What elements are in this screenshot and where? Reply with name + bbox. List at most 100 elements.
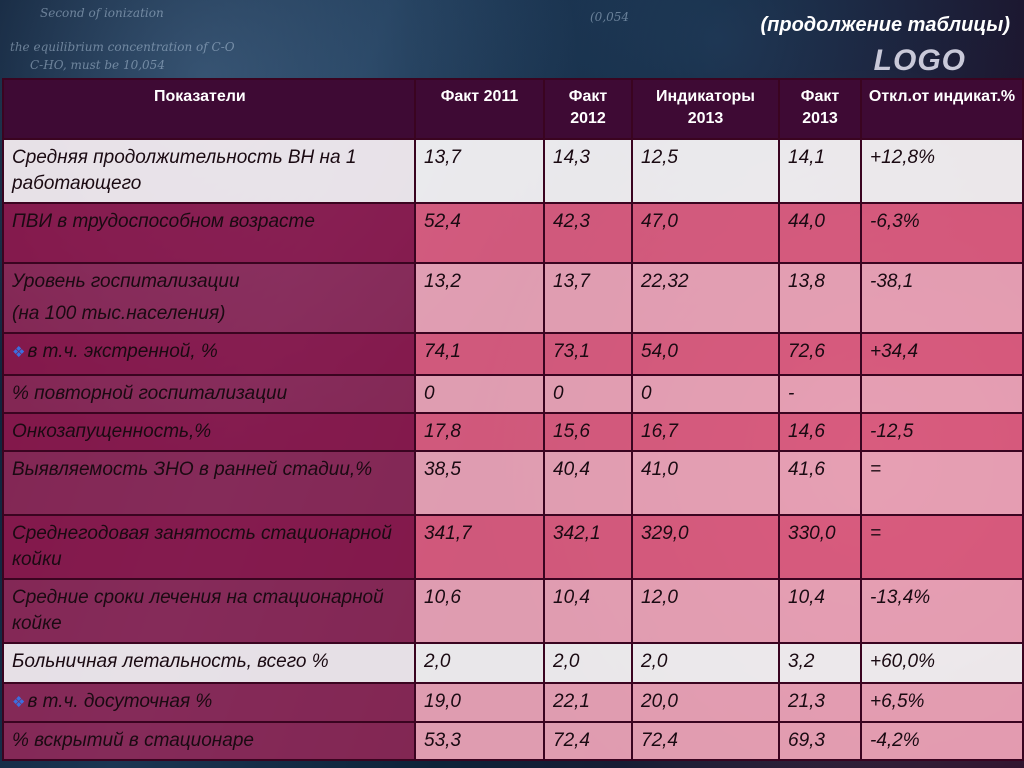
value-cell-deviation: -4,2% [860,721,1024,761]
value-cell-fact2013: 3,2 [778,642,862,684]
value-cell-fact2012: 2,0 [543,642,633,684]
slide-subtitle: (продолжение таблицы) [760,14,1010,36]
indicator-cell: Средняя продолжительность ВН на 1 работа… [2,138,416,204]
diamond-bullet-icon: ❖ [12,694,26,711]
column-header: Факт 2012 [543,78,633,140]
indicator-label: % вскрытий в стационаре [12,730,254,751]
value-cell-target2013: 20,0 [631,682,780,723]
value-cell-fact2011: 38,5 [414,450,545,516]
value-cell-target2013: 41,0 [631,450,780,516]
table-row: Уровень госпитализации (на 100 тыс.населе… [2,262,1024,334]
value-cell-fact2011: 19,0 [414,682,545,723]
indicator-label: Уровень госпитализации [12,271,240,292]
indicator-cell: % повторной госпитализации [2,374,416,414]
indicator-cell: Онкозапущенность,% [2,412,416,452]
indicator-cell: Средние сроки лечения на стационарной ко… [2,578,416,644]
value-cell-target2013: 2,0 [631,642,780,684]
value-cell-fact2011: 13,2 [414,262,545,334]
value-cell-deviation [860,374,1024,414]
value-cell-fact2013: 14,6 [778,412,862,452]
table-row: Среднегодовая занятость стационарной кой… [2,514,1024,580]
value-cell-fact2013: 330,0 [778,514,862,580]
value-cell-target2013: 12,5 [631,138,780,204]
column-header: Показатели [2,78,416,140]
indicator-label: Больничная летальность, всего % [12,651,329,672]
value-cell-fact2013: 14,1 [778,138,862,204]
diamond-bullet-icon: ❖ [12,344,26,361]
indicator-label: в т.ч. экстренной, % [27,341,218,362]
background-formula: (0,054 [590,10,630,24]
value-cell-fact2013: 44,0 [778,202,862,264]
value-cell-target2013: 16,7 [631,412,780,452]
value-cell-fact2013: 69,3 [778,721,862,761]
value-cell-target2013: 0 [631,374,780,414]
column-header: Индикаторы 2013 [631,78,780,140]
background-formula: Second of ionization [40,6,164,20]
indicator-cell: Среднегодовая занятость стационарной кой… [2,514,416,580]
value-cell-fact2012: 72,4 [543,721,633,761]
table-row: Средние сроки лечения на стационарной ко… [2,578,1024,644]
background-formula: the equilibrium concentration of C-O [10,40,235,54]
value-cell-target2013: 329,0 [631,514,780,580]
value-cell-deviation: +12,8% [860,138,1024,204]
table-row: ❖ в т.ч. экстренной, % 74,1 73,1 54,0 72,6 +34… [2,332,1024,376]
column-header: Факт 2011 [414,78,545,140]
value-cell-deviation: = [860,514,1024,580]
value-cell-fact2011: 341,7 [414,514,545,580]
table-header-row: Показатели Факт 2011 Факт 2012 Индикатор… [2,78,1024,140]
indicator-cell: Больничная летальность, всего % [2,642,416,684]
indicator-label: % повторной госпитализации [12,383,288,404]
table-row: ПВИ в трудоспособном возрасте 52,4 42,3 47,… [2,202,1024,264]
value-cell-fact2012: 42,3 [543,202,633,264]
value-cell-fact2012: 0 [543,374,633,414]
table-row: % вскрытий в стационаре 53,3 72,4 72,4 69,3-… [2,721,1024,761]
value-cell-fact2011: 53,3 [414,721,545,761]
value-cell-target2013: 12,0 [631,578,780,644]
value-cell-deviation: +6,5% [860,682,1024,723]
table-row: Больничная летальность, всего % 2,0 2,0 2,0… [2,642,1024,684]
value-cell-deviation: +34,4 [860,332,1024,376]
indicator-cell: ❖ в т.ч. экстренной, % [2,332,416,376]
value-cell-fact2011: 2,0 [414,642,545,684]
table-row: % повторной госпитализации 0 0 0- [2,374,1024,414]
indicator-label: в т.ч. досуточная % [27,691,213,712]
logo: LOGO [873,44,966,77]
indicator-cell: Уровень госпитализации (на 100 тыс.населе… [2,262,416,334]
indicator-label: Среднегодовая занятость стационарной кой… [12,523,392,570]
value-cell-fact2011: 17,8 [414,412,545,452]
indicator-label: Онкозапущенность,% [12,421,212,442]
table-row: ❖ в т.ч. досуточная % 19,0 22,1 20,0 21,3 +6,5… [2,682,1024,723]
indicators-table: Показатели Факт 2011 Факт 2012 Индикатор… [2,78,1024,761]
value-cell-fact2013: 10,4 [778,578,862,644]
value-cell-deviation: -6,3% [860,202,1024,264]
indicator-label: Средняя продолжительность ВН на 1 работа… [12,147,357,194]
value-cell-target2013: 22,32 [631,262,780,334]
table-row: Выявляемость ЗНО в ранней стадии,% 38,5 40… [2,450,1024,516]
value-cell-fact2011: 0 [414,374,545,414]
indicator-label: Выявляемость ЗНО в ранней стадии,% [12,459,373,480]
value-cell-fact2012: 73,1 [543,332,633,376]
value-cell-deviation: -12,5 [860,412,1024,452]
value-cell-target2013: 72,4 [631,721,780,761]
value-cell-fact2011: 74,1 [414,332,545,376]
value-cell-deviation: -38,1 [860,262,1024,334]
value-cell-deviation: = [860,450,1024,516]
value-cell-target2013: 54,0 [631,332,780,376]
value-cell-fact2012: 15,6 [543,412,633,452]
value-cell-fact2012: 22,1 [543,682,633,723]
indicator-label: ПВИ в трудоспособном возрасте [12,211,315,232]
column-header: Факт 2013 [778,78,862,140]
value-cell-fact2012: 10,4 [543,578,633,644]
value-cell-fact2012: 13,7 [543,262,633,334]
table-body: Средняя продолжительность ВН на 1 работа… [2,138,1024,761]
value-cell-fact2011: 10,6 [414,578,545,644]
indicator-label-line2: (на 100 тыс.населения) [12,303,226,324]
value-cell-deviation: +60,0% [860,642,1024,684]
indicator-cell: ❖ в т.ч. досуточная % [2,682,416,723]
value-cell-fact2013: - [778,374,862,414]
value-cell-fact2013: 41,6 [778,450,862,516]
indicator-cell: % вскрытий в стационаре [2,721,416,761]
indicator-label: Средние сроки лечения на стационарной ко… [12,587,384,634]
value-cell-fact2011: 52,4 [414,202,545,264]
